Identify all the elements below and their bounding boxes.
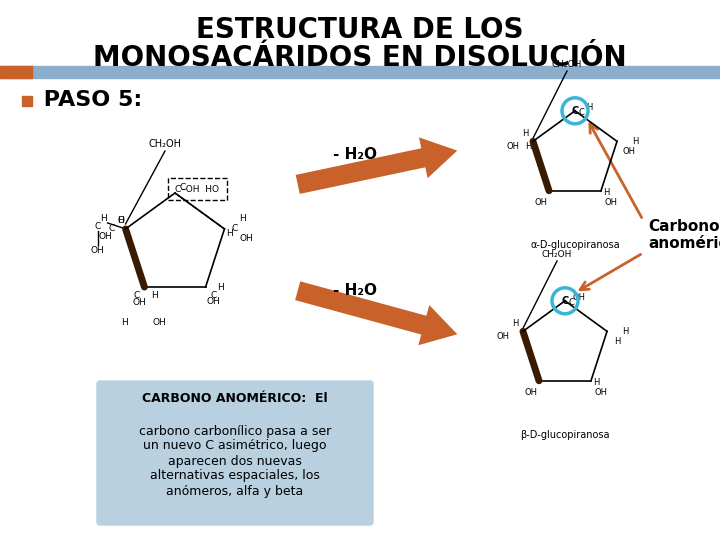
Text: ESTRUCTURA DE LOS: ESTRUCTURA DE LOS	[197, 16, 523, 44]
Text: OH: OH	[506, 142, 519, 151]
Text: OH: OH	[240, 234, 253, 244]
Text: OH: OH	[534, 198, 547, 207]
Text: C: C	[133, 291, 140, 300]
Text: CARBONO ANOMÉRICO:  El: CARBONO ANOMÉRICO: El	[142, 392, 328, 404]
Text: β-D-glucopiranosa: β-D-glucopiranosa	[521, 430, 610, 440]
Text: H: H	[226, 230, 233, 239]
Text: PASO 5:: PASO 5:	[36, 90, 143, 110]
Text: C: C	[94, 222, 101, 232]
Text: OH: OH	[572, 293, 585, 302]
Text: C–OH  HO: C–OH HO	[175, 185, 219, 193]
Text: C: C	[231, 225, 238, 233]
Text: OH: OH	[595, 388, 608, 397]
Text: H: H	[151, 291, 158, 300]
Text: OH: OH	[497, 332, 510, 341]
Bar	[22, 96, 32, 106]
Text: H: H	[100, 214, 107, 224]
Text: H: H	[117, 217, 124, 225]
Text: H: H	[603, 188, 609, 197]
Text: carbono carbonílico pasa a ser
un nuevo C asimétrico, luego
aparecen dos nuevas
: carbono carbonílico pasa a ser un nuevo …	[139, 424, 331, 497]
Text: H: H	[522, 129, 528, 138]
Text: H: H	[525, 142, 531, 151]
Text: OH: OH	[99, 232, 112, 241]
Text: C: C	[578, 109, 584, 117]
Text: - H₂O: - H₂O	[333, 283, 377, 298]
Text: OH: OH	[207, 296, 220, 306]
Text: CH₂OH: CH₂OH	[542, 250, 572, 259]
Text: OH: OH	[132, 298, 146, 307]
Text: H: H	[217, 282, 224, 292]
Text: H: H	[239, 214, 246, 224]
FancyBboxPatch shape	[97, 381, 373, 525]
Text: C: C	[109, 225, 114, 233]
Text: H: H	[632, 137, 638, 146]
Text: MONOSACÁRIDOS EN DISOLUCIÓN: MONOSACÁRIDOS EN DISOLUCIÓN	[93, 44, 627, 72]
Text: H: H	[512, 319, 518, 328]
Text: Carbono
anomérico: Carbono anomérico	[648, 219, 720, 251]
Text: C: C	[562, 296, 569, 306]
Text: OH: OH	[623, 147, 636, 156]
Text: OH: OH	[605, 198, 618, 207]
Text: CH₂OH: CH₂OH	[148, 139, 181, 149]
Text: C: C	[180, 184, 186, 192]
Text: α-D-glucopiranosa: α-D-glucopiranosa	[530, 240, 620, 250]
Text: C: C	[568, 298, 574, 307]
Text: H: H	[586, 103, 592, 112]
Text: OH: OH	[91, 246, 104, 255]
Text: C: C	[572, 106, 579, 116]
Bar	[0, 66, 32, 78]
Text: OH: OH	[153, 318, 166, 327]
Text: H: H	[622, 327, 629, 336]
Text: - H₂O: - H₂O	[333, 147, 377, 162]
Text: H: H	[614, 337, 620, 346]
Text: O: O	[117, 217, 124, 225]
Text: H: H	[121, 318, 128, 327]
Text: OH: OH	[524, 388, 538, 397]
Text: C: C	[210, 291, 217, 300]
Bar	[0, 66, 720, 78]
Text: CH₂OH: CH₂OH	[552, 60, 582, 69]
Text: H: H	[593, 378, 599, 387]
